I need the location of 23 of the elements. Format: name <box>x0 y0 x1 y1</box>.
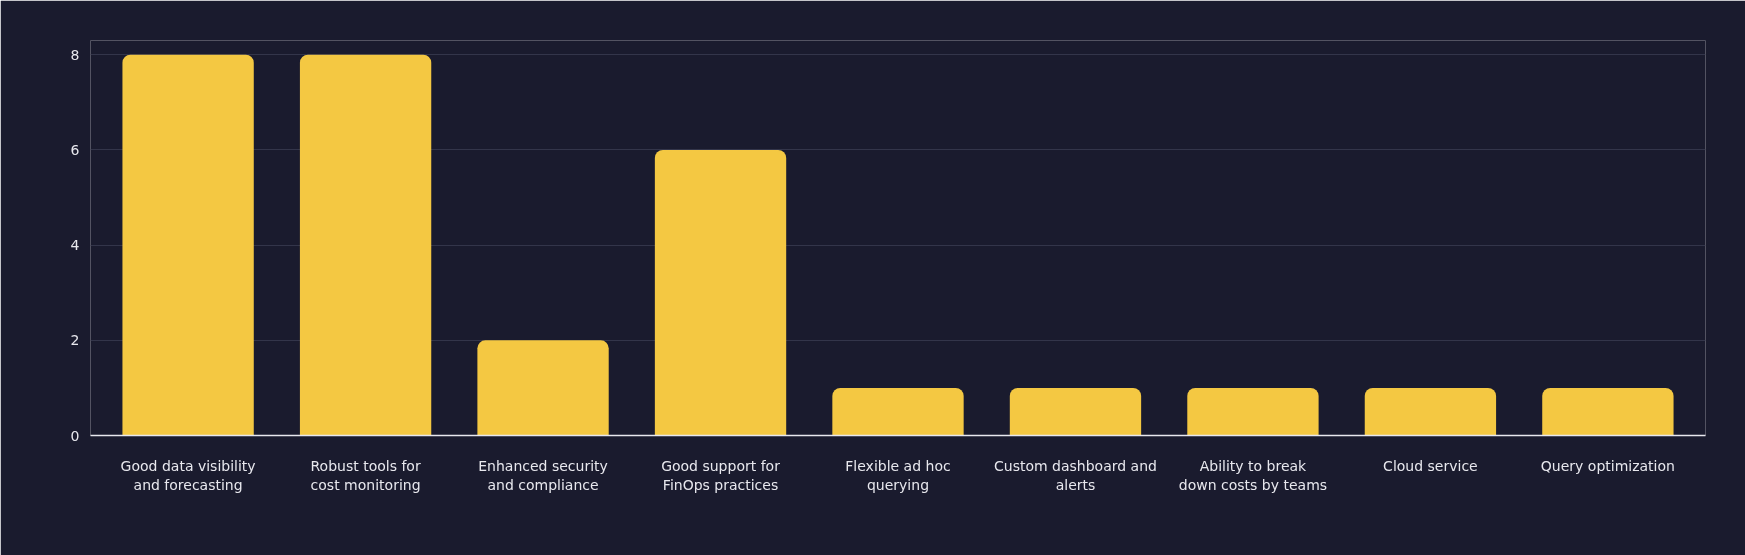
bar <box>1364 387 1497 436</box>
x-tick-label: Good support for FinOps practices <box>661 457 781 493</box>
bar <box>1187 387 1319 436</box>
y-tick-label: 6 <box>70 141 80 158</box>
y-tick-label: 0 <box>70 427 80 444</box>
y-tick-label: 2 <box>70 332 80 349</box>
y-tick-label: 4 <box>70 237 80 254</box>
x-tick-label: Custom dashboard and alerts <box>994 457 1157 493</box>
x-tick-label: Good data visibility and forecasting <box>120 457 256 493</box>
y-tick-label: 8 <box>70 46 80 63</box>
x-tick-label: Enhanced security and compliance <box>478 457 608 493</box>
bar <box>477 340 609 436</box>
x-tick-label: Query optimization <box>1540 457 1675 474</box>
x-tick-label: Flexible ad hoc querying <box>845 457 951 493</box>
bar <box>122 54 254 436</box>
x-tick-label: Cloud service <box>1383 457 1478 474</box>
bar <box>299 54 432 436</box>
bar <box>1542 387 1674 436</box>
x-tick-label: Ability to break down costs by teams <box>1178 457 1328 493</box>
x-tick-label: Robust tools for cost monitoring <box>310 457 421 493</box>
bar <box>654 149 787 436</box>
bar <box>832 387 964 436</box>
bar <box>1009 387 1142 436</box>
